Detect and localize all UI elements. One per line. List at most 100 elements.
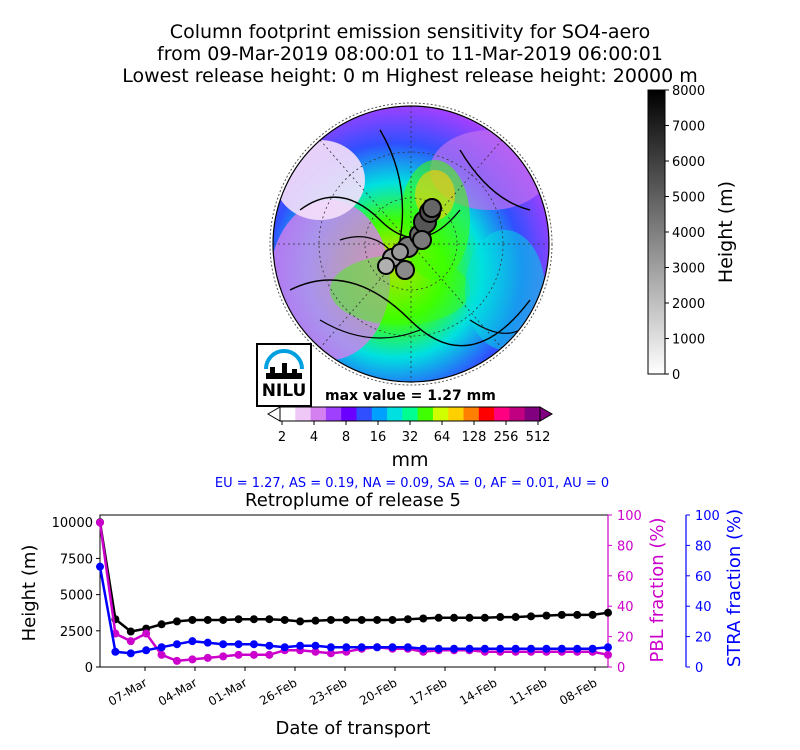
data-point [588,610,597,619]
y-tick-label: 0 [85,661,93,676]
colorbar-tick-label: 64 [434,430,451,445]
data-point [234,650,243,659]
data-point [527,644,536,653]
x-tick-label: 26-Feb [257,675,299,708]
data-point [496,644,505,653]
data-point [527,612,536,621]
data-point [157,620,166,629]
x-tick-label: 23-Feb [307,675,349,708]
data-point [557,610,566,619]
data-point [573,610,582,619]
y3-tick-label: 80 [695,539,712,554]
release-markers [377,198,442,280]
colorbar-tick-label: 16 [370,430,387,445]
chart-title: Retroplume of release 5 [245,490,461,511]
y-tick-label: 7500 [60,552,93,567]
data-point [388,615,397,624]
series-stra-fraction [96,562,612,658]
colorbar-segment [325,407,342,421]
height-tick-label: 0 [672,368,680,383]
data-point [157,643,166,652]
data-point [604,608,612,617]
data-point [542,611,551,620]
y3-tick-label: 40 [695,600,712,615]
height-tick-label: 3000 [672,262,705,277]
title-line-1: Column footprint emission sensitivity fo… [169,21,651,43]
data-point [142,629,151,638]
y3-tick-label: 100 [695,509,720,524]
colorbar-segment [494,407,510,421]
colorbar-segment [356,407,373,421]
colorbar-segment [509,407,526,421]
data-point [126,649,135,658]
data-point [311,641,320,650]
data-point [496,613,505,622]
data-point [234,615,243,624]
x-axis-label: Date of transport [276,718,431,739]
data-point [311,647,320,656]
y2-tick-label: 100 [617,509,642,524]
x-tick-label: 20-Feb [357,675,399,708]
title-line-2: from 09-Mar-2019 08:00:01 to 11-Mar-2019… [157,43,663,65]
y3-tick-label: 0 [695,661,703,676]
data-point [465,644,474,653]
data-point [203,638,212,647]
title-line-3: Lowest release height: 0 m Highest relea… [122,65,698,87]
data-point [480,613,489,622]
data-point [96,562,104,571]
data-point [157,650,166,659]
data-point [373,643,382,652]
data-point [434,644,443,653]
data-point [249,615,258,624]
colorbar-tick-label: 512 [526,430,551,445]
series-line [98,522,609,633]
data-point [188,655,197,664]
colorbar-tick-label: 256 [494,430,519,445]
data-point [265,641,274,650]
y3-tick-label: 20 [695,631,712,646]
series-line [98,522,609,663]
data-point [219,615,228,624]
data-point [126,637,135,646]
data-point [557,644,566,653]
data-point [588,644,597,653]
data-point [342,615,351,624]
colorbar-tick-label: 128 [462,430,487,445]
data-point [403,615,412,624]
colorbar-segment [387,407,403,421]
y2-tick-label: 80 [617,539,634,554]
data-point [450,644,459,653]
colorbar-segment [463,407,480,421]
data-point [188,615,197,624]
data-point [450,613,459,622]
colorbar-segment [371,407,388,421]
data-point [296,617,305,626]
x-tick-label: 08-Feb [557,675,599,708]
emission-colorbar: 2 4 8 16 32 64 128 256 512 mm [267,406,553,470]
data-point [249,640,258,649]
data-point [203,615,212,624]
data-point [265,615,274,624]
series-height [96,518,612,636]
colorbar-tick-label: 4 [310,430,318,445]
x-tick-label: 14-Feb [457,675,499,708]
data-point [326,643,335,652]
colorbar-unit-label: mm [391,449,428,470]
max-value-text: max value = 1.27 mm [325,388,496,404]
y2-tick-label: 20 [617,631,634,646]
colorbar-segment [295,407,312,421]
data-point [357,643,366,652]
y3-axis-label: STRA fraction (%) [724,509,745,667]
colorbar-tick-label: 2 [278,430,286,445]
data-point [249,650,258,659]
data-point [96,518,104,527]
data-point [203,653,212,662]
series-line [98,566,609,655]
retroplume-chart: Retroplume of release 5 0 2500 5000 7500 100… [19,490,745,739]
colorbar-segment [402,407,419,421]
y2-tick-label: 0 [617,661,625,676]
x-tick-label: 11-Feb [507,675,549,708]
footprint-map [269,102,553,386]
data-point [373,615,382,624]
colorbar-segment [448,407,465,421]
